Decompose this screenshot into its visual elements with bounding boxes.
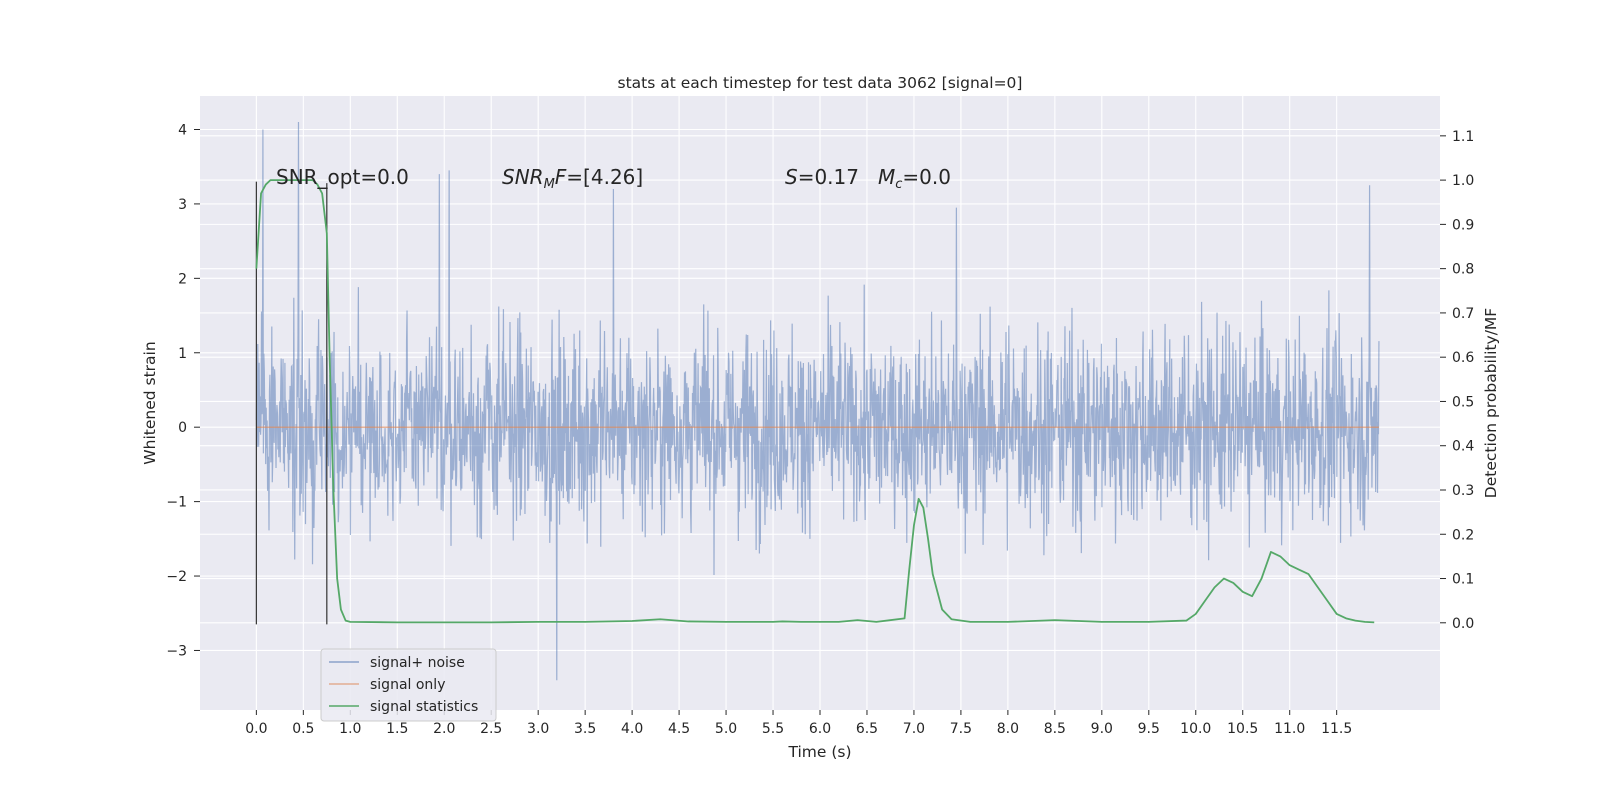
x-tick-label: 1.5 [386,721,408,737]
y-tick-label: 2 [178,271,187,287]
annotation-snr-opt: SNR_opt=0.0 [276,165,409,189]
x-tick-label: 3.0 [527,721,549,737]
mc-name: M [878,165,895,189]
x-tick-label: 11.0 [1274,721,1305,737]
x-tick-label: 6.5 [856,721,878,737]
annotation-snr-mf: SNRMF=[4.26] [502,165,643,192]
mc-subscript: c [895,177,902,192]
snr-mf-f: F [555,165,567,189]
y2-tick-label: 1.1 [1452,129,1474,145]
y-tick-label: −3 [166,643,187,659]
y-tick-label: −1 [166,495,187,511]
snr-mf-name: SNR [502,165,544,189]
x-tick-label: 0.5 [292,721,314,737]
y-tick-label: 1 [178,346,187,362]
annotation-stat-s: S=0.17 [785,165,859,189]
y2-tick-label: 1.0 [1452,173,1474,189]
y2-tick-label: 0.8 [1452,262,1474,278]
stat-s-name: S [785,165,798,189]
annotations: SNR_opt=0.0 SNRMF=[4.26] S=0.17 Mc=0.0 [276,165,951,192]
x-tick-label: 2.0 [433,721,455,737]
x-tick-label: 9.0 [1091,721,1113,737]
y2-tick-label: 0.1 [1452,572,1474,588]
x-axis-ticks: 0.0 0.5 1.0 1.5 2.0 2.5 3.0 3.5 4.0 4.5 5.0 5.5 6.0 6… [245,710,1352,737]
x-tick-label: 3.5 [574,721,596,737]
signal-statistics-line [255,179,1375,624]
x-tick-label: 7.0 [903,721,925,737]
signal-noise-line [255,122,1380,681]
x-tick-label: 1.0 [339,721,361,737]
y-axis-label: Whitened strain [141,341,159,464]
chart-title: stats at each timestep for test data 306… [618,74,1023,92]
signal-statistics-series [255,179,1375,624]
x-tick-label: 4.0 [621,721,643,737]
legend-box [320,648,497,722]
y-tick-label: −2 [166,569,187,585]
x-tick-label: 9.5 [1138,721,1160,737]
x-axis-label: Time (s) [787,743,851,761]
legend-label-signal-statistics: signal statistics [370,699,478,715]
x-tick-label: 2.5 [480,721,502,737]
y2-tick-label: 0.9 [1452,217,1474,233]
x-tick-label: 7.5 [950,721,972,737]
y2-tick-label: 0.7 [1452,306,1474,322]
x-tick-label: 11.5 [1321,721,1352,737]
x-tick-label: 8.0 [997,721,1019,737]
y2-tick-label: 0.3 [1452,483,1474,499]
x-tick-label: 8.5 [1044,721,1066,737]
signal-noise-series [255,122,1380,681]
x-tick-label: 10.5 [1227,721,1258,737]
y2-axis-label: Detection probability/MF [1482,308,1500,499]
annotation-mc: Mc=0.0 [878,165,951,192]
y-tick-label: 4 [178,122,187,138]
y2-axis-ticks: 0.0 0.1 0.2 0.3 0.4 0.5 0.6 0.7 0.8 0.9 1.0 1.1 [1440,129,1474,632]
y2-tick-label: 0.6 [1452,350,1474,366]
y2-tick-label: 0.2 [1452,527,1474,543]
y-tick-label: 0 [178,420,187,436]
y-tick-label: 3 [178,197,187,213]
legend-label-signal-noise: signal+ noise [370,655,465,671]
y-axis-ticks: −3 −2 −1 0 1 2 3 4 [166,122,200,659]
legend: signal+ noise signal only signal statist… [320,648,497,722]
y2-tick-label: 0.5 [1452,394,1474,410]
stat-s-value: =0.17 [798,165,859,189]
snr-mf-value: =[4.26] [566,165,643,189]
x-tick-label: 10.0 [1180,721,1211,737]
x-tick-label: 0.0 [245,721,267,737]
y2-tick-label: 0.4 [1452,439,1474,455]
y2-tick-label: 0.0 [1452,616,1474,632]
legend-label-signal-only: signal only [370,677,445,693]
x-tick-label: 6.0 [809,721,831,737]
x-tick-label: 4.5 [668,721,690,737]
x-tick-label: 5.5 [762,721,784,737]
snr-mf-subscript: M [544,177,555,192]
mc-value: =0.0 [902,165,951,189]
x-tick-label: 5.0 [715,721,737,737]
